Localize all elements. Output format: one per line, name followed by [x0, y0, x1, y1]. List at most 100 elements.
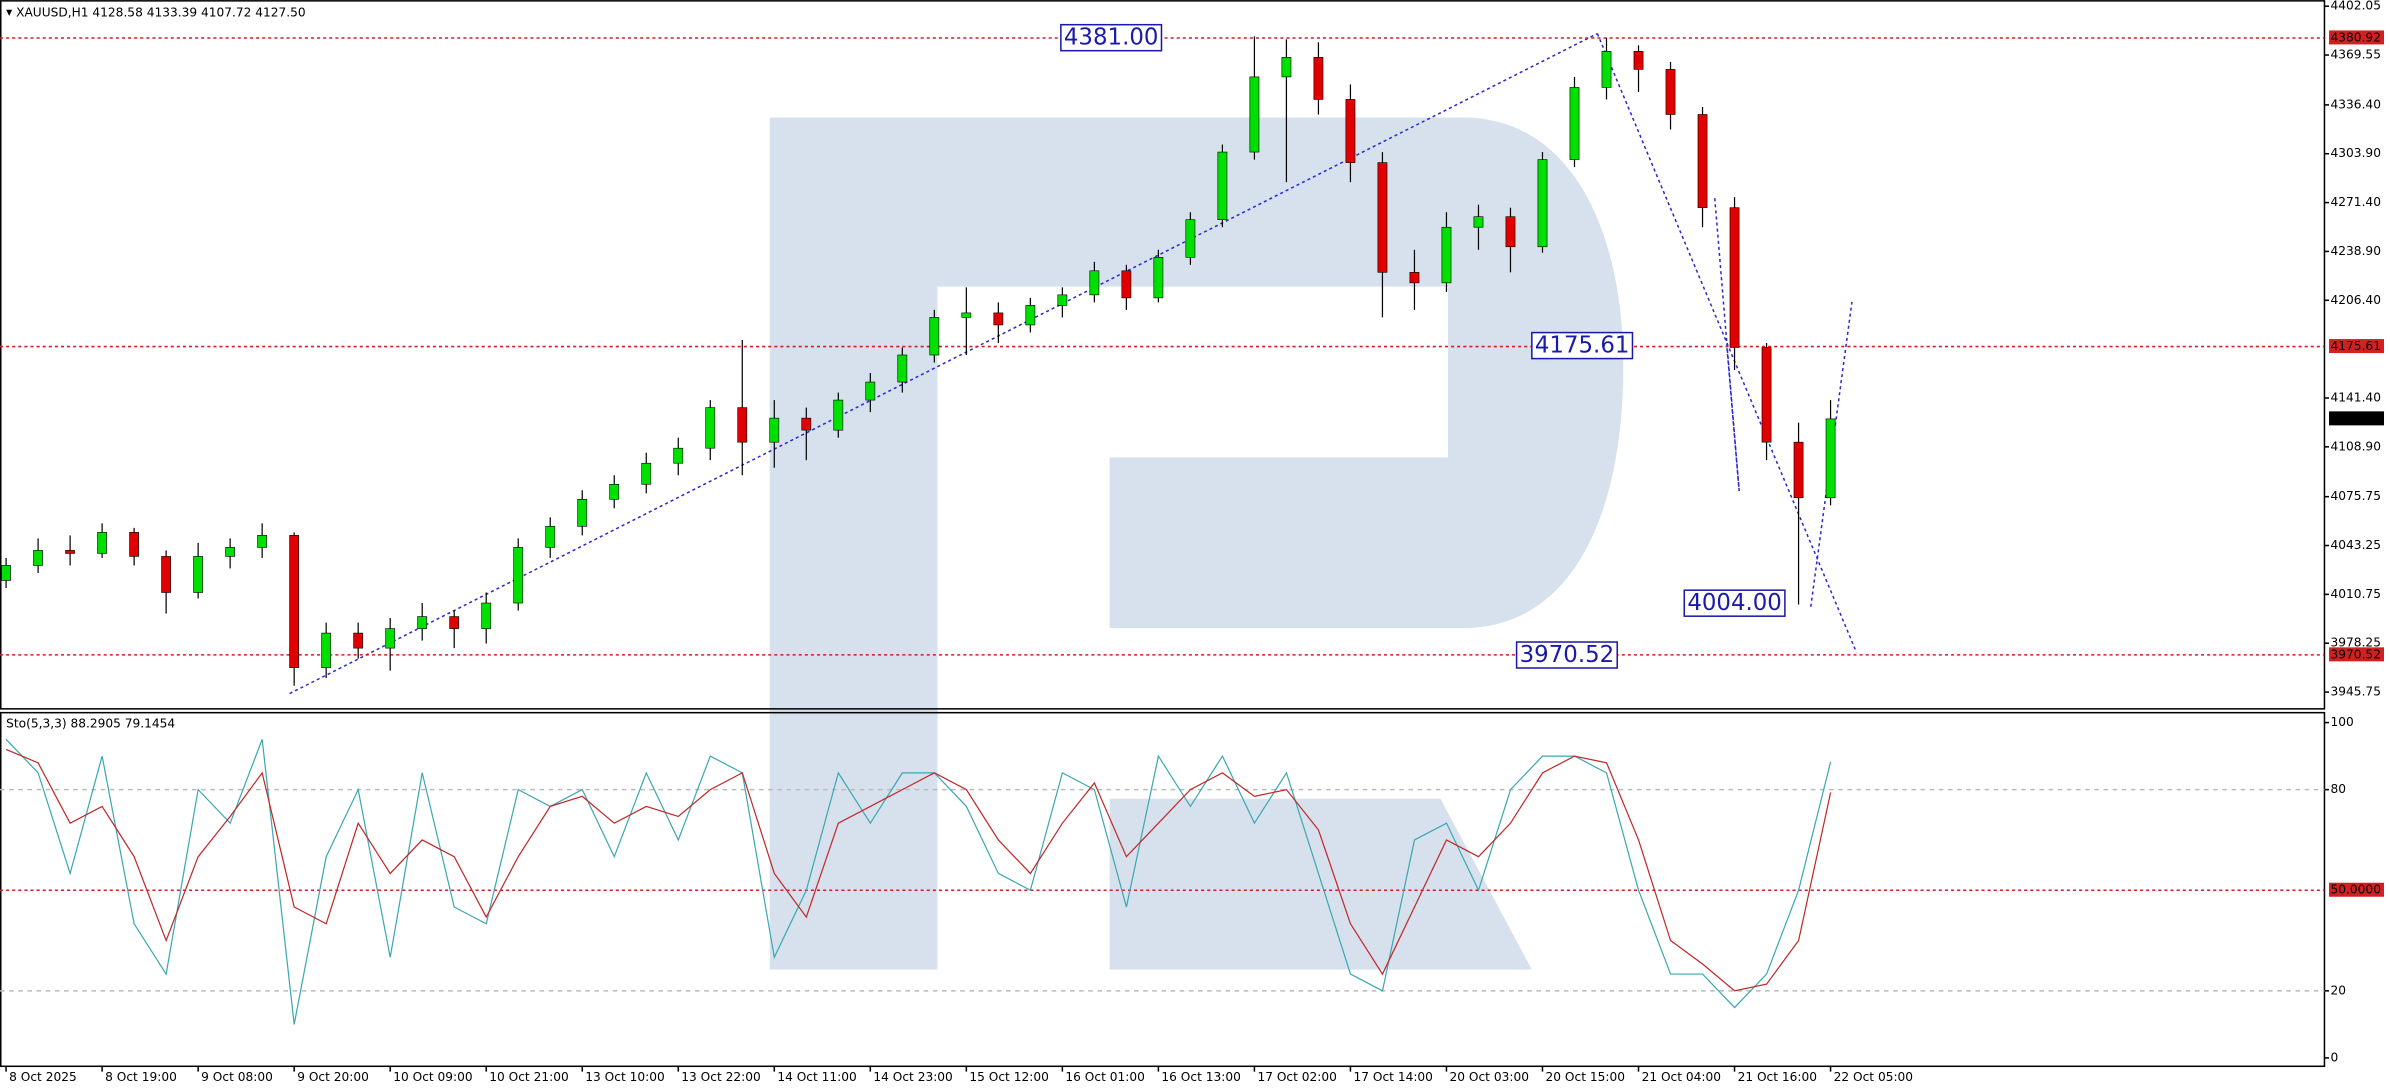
- candle-body: [1569, 87, 1580, 160]
- x-tick-label: 15 Oct 12:00: [969, 1070, 1048, 1084]
- level-label-bg: [2329, 339, 2385, 354]
- x-tick-label: 9 Oct 08:00: [201, 1070, 273, 1084]
- level-label-bg: [2329, 882, 2385, 897]
- candle-body: [513, 547, 524, 604]
- x-tick-label: 16 Oct 13:00: [1161, 1070, 1240, 1084]
- candle-body: [1793, 441, 1804, 499]
- x-tick-label: 22 Oct 05:00: [1834, 1070, 1913, 1084]
- ohlc: 4128.58 4133.39 4107.72 4127.50: [92, 5, 305, 19]
- main-frame: [0, 0, 2326, 710]
- y-tick-label: 4402.05: [2331, 0, 2381, 13]
- candle-body: [769, 417, 780, 443]
- candle-body: [161, 556, 172, 593]
- candle-body: [705, 407, 716, 449]
- x-tick-label: 8 Oct 19:00: [105, 1070, 177, 1084]
- x-tick-label: 9 Oct 20:00: [297, 1070, 369, 1084]
- candle-body: [1313, 57, 1324, 100]
- candle-body: [1601, 51, 1612, 88]
- candle-body: [353, 632, 364, 649]
- candle-body: [1505, 216, 1516, 248]
- y-tick-label: 0: [2331, 1050, 2339, 1064]
- last-price-bg: [2329, 411, 2385, 426]
- candle-body: [289, 535, 300, 668]
- annotation: 4004.00: [1687, 590, 1782, 616]
- x-tick-label: 10 Oct 21:00: [489, 1070, 568, 1084]
- y-tick-label: 4010.75: [2331, 587, 2381, 601]
- annotation-box: [1531, 331, 1634, 360]
- x-tick-label: 8 Oct 2025: [9, 1070, 77, 1084]
- candle-body: [65, 550, 75, 554]
- candle-body: [129, 532, 139, 557]
- candle-body: [33, 550, 43, 566]
- candle-body: [865, 381, 876, 401]
- candle-body: [1025, 305, 1036, 326]
- last-price: 4127.50: [2331, 411, 2381, 425]
- candle-body: [1825, 418, 1836, 499]
- level-label: 3970.52: [2331, 647, 2381, 661]
- candle-body: [577, 498, 588, 527]
- candle-body: [257, 535, 268, 548]
- y-tick-label: 4206.40: [2331, 293, 2381, 307]
- y-tick-label: 100: [2331, 715, 2354, 729]
- annotation: 3970.52: [1520, 642, 1615, 668]
- annotation: 4175.61: [1535, 333, 1630, 359]
- x-tick-label: 10 Oct 09:00: [393, 1070, 472, 1084]
- x-tick-label: 14 Oct 23:00: [873, 1070, 952, 1084]
- candle-body: [1, 565, 11, 581]
- candle-body: [193, 556, 204, 593]
- candle-body: [929, 317, 940, 356]
- candle-body: [225, 547, 236, 557]
- y-tick-label: 80: [2331, 782, 2347, 796]
- candle-body: [833, 399, 844, 431]
- candle-body: [961, 312, 972, 318]
- y-tick-label: 4108.90: [2331, 439, 2381, 453]
- candle-body: [1665, 69, 1676, 115]
- level-label: 50.0000: [2331, 883, 2381, 897]
- main-title: ▾ XAUUSD,H1 4128.58 4133.39 4107.72 4127…: [6, 5, 306, 19]
- annotation-box: [1683, 589, 1786, 617]
- candle-body: [609, 483, 620, 500]
- x-tick-label: 14 Oct 11:00: [777, 1070, 856, 1084]
- candle-body: [737, 407, 748, 443]
- y-tick-label: 3945.75: [2331, 685, 2381, 699]
- trend-lines: [289, 32, 1858, 695]
- candle-body: [1729, 207, 1740, 348]
- candle-body: [1057, 294, 1068, 306]
- level-label: 4380.92: [2331, 30, 2381, 44]
- candle-body: [1345, 99, 1356, 163]
- candle-body: [897, 354, 908, 383]
- x-tick-label: 20 Oct 03:00: [1450, 1070, 1529, 1084]
- level-label: 4175.61: [2331, 339, 2381, 353]
- candle-body: [545, 526, 556, 548]
- candle-body: [1537, 159, 1548, 248]
- y-tick-label: 3978.25: [2331, 636, 2381, 650]
- x-tick-label: 17 Oct 02:00: [1257, 1070, 1336, 1084]
- candle-body: [1761, 347, 1772, 443]
- y-tick-label: 4271.40: [2331, 195, 2381, 209]
- y-tick-label: 20: [2331, 983, 2347, 997]
- candle-body: [385, 628, 396, 649]
- candle-body: [481, 602, 492, 629]
- candle-body: [321, 632, 332, 668]
- candle-body: [97, 532, 107, 554]
- x-tick-label: 20 Oct 15:00: [1546, 1070, 1625, 1084]
- candle-body: [1441, 226, 1452, 284]
- y-tick-label: 4303.90: [2331, 146, 2381, 160]
- candle-body: [1697, 114, 1708, 208]
- sto-title: Sto(5,3,3) 88.2905 79.1454: [6, 717, 175, 731]
- y-tick-label: 4336.40: [2331, 97, 2381, 111]
- sto-line: [5, 748, 1832, 992]
- candle-body: [1217, 151, 1228, 221]
- x-tick-label: 21 Oct 04:00: [1642, 1070, 1721, 1084]
- x-tick-label: 16 Oct 01:00: [1065, 1070, 1144, 1084]
- candle-body: [673, 447, 684, 464]
- candle-body: [1633, 51, 1644, 70]
- candle-body: [1281, 57, 1292, 78]
- annotation-box: [1060, 23, 1163, 52]
- level-label-bg: [2329, 30, 2385, 45]
- annotation: 4381.00: [1064, 25, 1159, 51]
- candle-body: [1409, 272, 1420, 284]
- candle-body: [1377, 162, 1388, 273]
